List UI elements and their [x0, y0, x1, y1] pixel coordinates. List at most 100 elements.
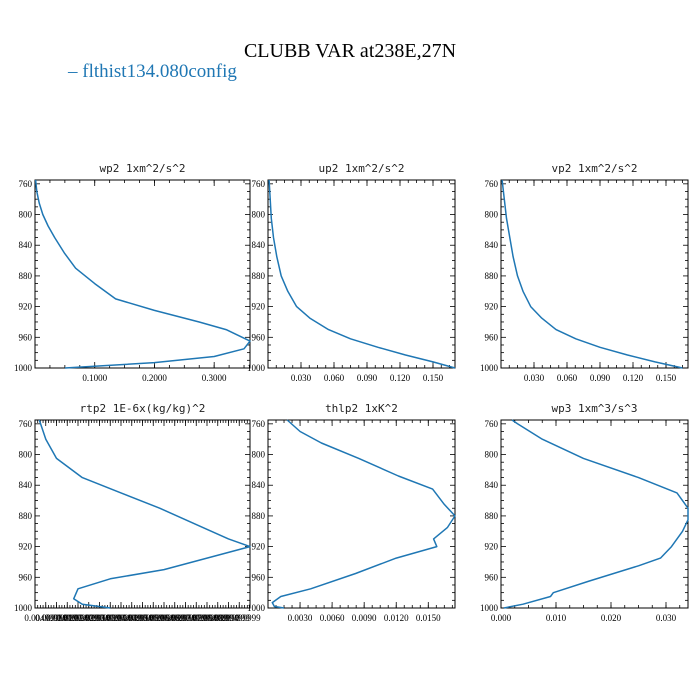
x-tick-label: 0.07499999: [175, 613, 218, 623]
y-tick-label: 960: [252, 332, 266, 342]
y-tick-label: 960: [19, 572, 33, 582]
y-tick-label: 1000: [14, 603, 33, 613]
y-tick-label: 800: [19, 210, 33, 220]
y-tick-label: 760: [485, 179, 499, 189]
x-tick-label: 0.1000: [82, 373, 107, 383]
x-tick-label: 0.090: [357, 373, 378, 383]
y-tick-label: 920: [19, 542, 33, 552]
y-tick-label: 960: [485, 572, 499, 582]
x-tick-label: 0.07999999: [186, 613, 229, 623]
y-tick-label: 800: [485, 210, 499, 220]
profile-line: [268, 179, 456, 369]
x-tick-label: 0.0090: [352, 613, 377, 623]
y-tick-label: 880: [252, 511, 266, 521]
y-tick-label: 960: [485, 332, 499, 342]
x-tick-label: 0.120: [390, 373, 411, 383]
y-tick-label: 840: [19, 480, 33, 490]
x-tick-label: 0.00499999: [24, 613, 67, 623]
x-tick-label: 0.01999999: [57, 613, 100, 623]
y-tick-label: 1000: [247, 603, 266, 613]
y-tick-label: 920: [252, 302, 266, 312]
y-tick-label: 800: [252, 450, 266, 460]
x-tick-label: 0.06499999: [153, 613, 196, 623]
y-tick-label: 920: [252, 542, 266, 552]
y-tick-label: 840: [252, 480, 266, 490]
y-tick-label: 800: [252, 210, 266, 220]
x-tick-label: 0.00999999: [35, 613, 78, 623]
y-tick-label: 960: [19, 332, 33, 342]
panel-title: rtp2 1E-6x(kg/kg)^2: [80, 402, 206, 415]
y-tick-label: 1000: [247, 363, 266, 373]
plot-frame: [34, 179, 251, 369]
y-tick-label: 840: [19, 240, 33, 250]
panel-3: vp2 1xm^2/s^2 760 800 840 880 920 960 1000 0.030…: [480, 162, 689, 383]
y-tick-label: 800: [485, 450, 499, 460]
plot-frame: [500, 179, 689, 369]
x-tick-label: 0.01499999: [46, 613, 89, 623]
y-tick-label: 840: [485, 240, 499, 250]
y-tick-label: 760: [485, 419, 499, 429]
x-tick-label: 0.030: [524, 373, 545, 383]
panel-2: up2 1xm^2/s^2 760 800 840 880 920 960 1000 0.030…: [247, 162, 456, 383]
y-tick-label: 1000: [480, 603, 499, 613]
x-tick-label: 0.010: [546, 613, 567, 623]
y-tick-label: 880: [19, 271, 33, 281]
y-tick-label: 880: [19, 511, 33, 521]
x-tick-label: 0.02499999: [67, 613, 110, 623]
x-tick-label: 0.2000: [142, 373, 167, 383]
x-tick-label: 0.02999999: [78, 613, 121, 623]
y-tick-label: 760: [19, 179, 33, 189]
x-tick-label: 0.08999999: [207, 613, 250, 623]
panel-title: wp2 1xm^2/s^2: [99, 162, 185, 175]
x-tick-label: 0.150: [423, 373, 444, 383]
panel-6: wp3 1xm^3/s^3 760 800 840 880 920 960 10000.000…: [480, 402, 689, 623]
y-tick-label: 1000: [14, 363, 33, 373]
y-tick-label: 1000: [480, 363, 499, 373]
x-tick-label: 0.0030: [288, 613, 313, 623]
profile-line: [501, 179, 683, 369]
x-tick-label: 0.3000: [202, 373, 227, 383]
y-tick-label: 920: [485, 302, 499, 312]
profile-line: [38, 419, 251, 609]
x-tick-label: 0.060: [557, 373, 578, 383]
y-tick-label: 960: [252, 572, 266, 582]
x-tick-label: 0.120: [623, 373, 644, 383]
x-tick-label: 0.0150: [416, 613, 441, 623]
x-tick-label: 0.06999999: [164, 613, 207, 623]
panel-5: thlp2 1xK^2 760 800 840 880 920 960 1000 0.0030 0…: [247, 402, 456, 623]
panel-4: rtp2 1E-6x(kg/kg)^2 760 800 840 880 920 960 100…: [14, 402, 261, 623]
x-tick-label: 0.09499999: [218, 613, 261, 623]
figure-title: CLUBB VAR at238E,27N: [244, 40, 456, 62]
x-tick-label: 0.04999999: [121, 613, 164, 623]
legend-entry: – flthist134.080config: [67, 61, 237, 82]
x-tick-label: 0.000: [491, 613, 512, 623]
x-tick-label: 0.020: [601, 613, 622, 623]
panel-1: wp2 1xm^2/s^2 760 800 840 880 920 960 1000 0.100…: [14, 162, 251, 383]
y-tick-label: 800: [19, 450, 33, 460]
plot-frame: [267, 179, 456, 369]
panel-grid: wp2 1xm^2/s^2 760 800 840 880 920 960 1000 0.100…: [14, 162, 689, 623]
x-tick-label: 0.150: [656, 373, 677, 383]
y-tick-label: 920: [19, 302, 33, 312]
x-tick-label: 0.030: [291, 373, 312, 383]
y-tick-label: 760: [252, 419, 266, 429]
y-tick-label: 840: [252, 240, 266, 250]
y-tick-label: 920: [485, 542, 499, 552]
y-tick-label: 760: [19, 419, 33, 429]
x-tick-label: 0.0060: [320, 613, 345, 623]
x-tick-label: 0.05999999: [143, 613, 186, 623]
panel-title: wp3 1xm^3/s^3: [551, 402, 637, 415]
x-tick-label: 0.05499999: [132, 613, 175, 623]
x-tick-label: 0.060: [324, 373, 345, 383]
x-tick-label: 0.030: [656, 613, 677, 623]
plot-frame: [267, 419, 456, 609]
y-tick-label: 760: [252, 179, 266, 189]
x-tick-label: 0.04499999: [110, 613, 153, 623]
x-tick-label: 0.090: [590, 373, 611, 383]
profile-line: [34, 179, 251, 369]
panel-title: thlp2 1xK^2: [325, 402, 398, 415]
x-tick-label: 0.08499999: [196, 613, 239, 623]
x-tick-label: 0.03499999: [89, 613, 132, 623]
y-tick-label: 840: [485, 480, 499, 490]
panel-title: up2 1xm^2/s^2: [318, 162, 404, 175]
